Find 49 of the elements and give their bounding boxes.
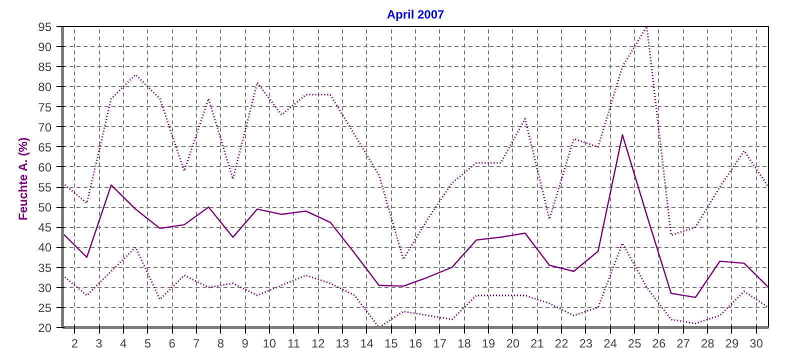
x-tick-label: 17	[433, 336, 447, 350]
x-tick-label: 26	[652, 336, 666, 350]
x-tick-label: 27	[676, 336, 690, 350]
chart-title: April 2007	[386, 8, 445, 22]
x-tick-label: 2	[71, 336, 78, 350]
y-tick-label: 95	[38, 20, 52, 34]
x-tick-label: 18	[458, 336, 472, 350]
x-tick-label: 6	[168, 336, 176, 350]
x-tick-label: 25	[628, 336, 642, 350]
x-tick-label: 21	[530, 336, 544, 350]
y-tick-label: 85	[38, 60, 52, 74]
y-tick-label: 40	[38, 240, 52, 255]
y-axis-title: Feuchte A. (%)	[16, 137, 30, 220]
x-tick-label: 10	[262, 336, 276, 350]
x-tick-label: 11	[288, 336, 300, 350]
x-tick-label: 13	[336, 336, 350, 350]
y-tick-label: 35	[38, 260, 52, 275]
x-tick-label: 8	[217, 336, 224, 350]
y-tick-label: 20	[38, 321, 52, 335]
x-tick-label: 16	[408, 336, 422, 350]
y-tick-label: 55	[38, 180, 52, 195]
x-tick-label: 29	[725, 336, 739, 350]
y-tick-label: 45	[38, 220, 52, 235]
x-tick-label: 4	[120, 336, 128, 350]
x-tick-label: 24	[604, 336, 618, 350]
x-tick-label: 5	[144, 336, 152, 350]
x-tick-label: 23	[579, 336, 593, 350]
y-tick-label: 60	[38, 160, 52, 174]
y-tick-label: 65	[38, 140, 52, 154]
x-tick-label: 7	[193, 336, 200, 350]
line-series	[62, 134, 768, 298]
line-series	[62, 26, 768, 260]
x-tick-label: 28	[700, 336, 715, 350]
x-tick-label: 12	[311, 336, 326, 350]
y-tick-label: 70	[38, 120, 52, 134]
y-tick-label: 90	[38, 40, 52, 54]
x-tick-label: 20	[506, 336, 520, 350]
y-tick-label: 30	[38, 280, 52, 295]
x-tick-label: 19	[482, 336, 496, 350]
x-tick-label: 3	[96, 336, 103, 350]
y-tick-label: 50	[38, 200, 52, 215]
x-tick-label: 30	[750, 336, 764, 350]
y-tick-label: 25	[38, 300, 52, 315]
x-tick-label: 9	[242, 336, 249, 350]
y-tick-label: 80	[38, 80, 52, 94]
y-tick-label: 75	[38, 100, 52, 114]
x-tick-label: 14	[360, 336, 374, 350]
x-tick-label: 15	[384, 336, 398, 350]
x-tick-label: 22	[554, 336, 569, 350]
